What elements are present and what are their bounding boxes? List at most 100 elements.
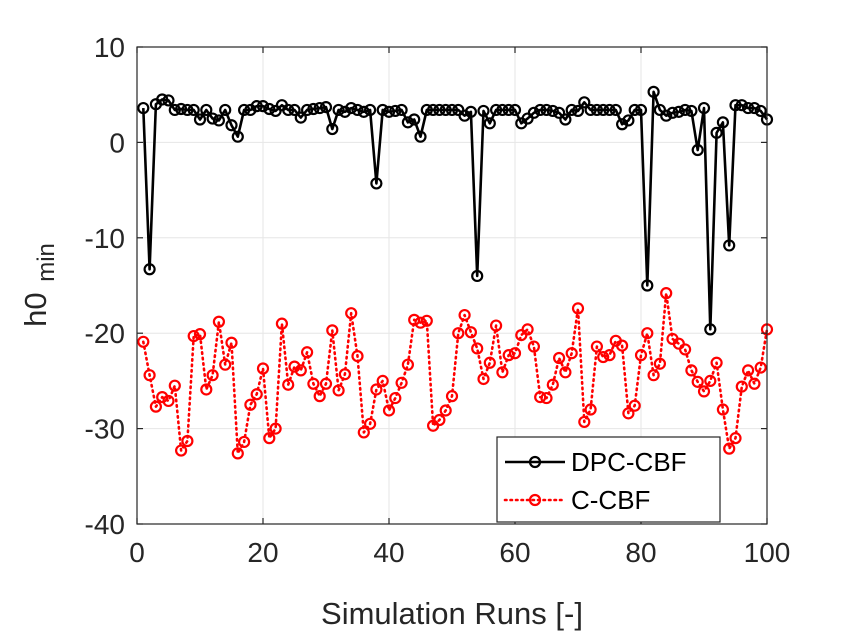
data-point xyxy=(294,364,307,377)
data-point xyxy=(527,340,541,353)
data-point xyxy=(376,374,389,387)
data-point xyxy=(609,103,622,117)
data-point xyxy=(458,308,471,322)
svg-text:h0 min: h0 min xyxy=(18,243,60,327)
data-point xyxy=(678,343,692,356)
data-point xyxy=(634,103,648,117)
data-point xyxy=(628,103,641,117)
data-point xyxy=(313,101,326,115)
legend: DPC-CBF C-CBF xyxy=(496,436,721,523)
data-point xyxy=(445,390,459,403)
data-point xyxy=(307,377,320,390)
data-point xyxy=(351,103,364,117)
data-point xyxy=(716,403,730,416)
data-point xyxy=(345,101,358,115)
y-axis-label-subscript: min xyxy=(33,243,60,282)
data-point xyxy=(294,111,307,124)
data-point xyxy=(666,106,679,119)
data-point xyxy=(250,100,263,113)
data-point xyxy=(647,85,660,98)
data-point xyxy=(238,435,251,449)
y-tick-label: -10 xyxy=(85,223,125,254)
data-point xyxy=(143,263,156,276)
data-point xyxy=(748,377,761,390)
data-point xyxy=(647,369,660,382)
data-point xyxy=(571,302,585,315)
data-point xyxy=(540,391,553,405)
data-point xyxy=(376,103,389,117)
data-point xyxy=(590,103,604,117)
data-point xyxy=(212,114,225,127)
data-point xyxy=(565,103,578,117)
x-tick-label: 60 xyxy=(499,537,530,568)
data-point xyxy=(433,103,446,117)
data-point xyxy=(578,96,591,109)
data-point xyxy=(597,103,610,117)
data-point xyxy=(552,106,566,119)
data-point xyxy=(427,103,440,117)
data-point xyxy=(590,340,604,353)
data-point xyxy=(729,432,742,445)
x-tick-label: 40 xyxy=(373,537,404,568)
data-point xyxy=(748,101,761,115)
data-point xyxy=(641,279,654,292)
data-point xyxy=(319,100,333,114)
data-point xyxy=(471,342,484,355)
data-point xyxy=(326,324,339,337)
data-point xyxy=(231,130,244,143)
x-tick-label: 0 xyxy=(129,537,145,568)
data-point xyxy=(238,103,251,117)
data-point xyxy=(603,349,616,362)
data-point xyxy=(546,104,559,118)
data-point xyxy=(735,380,748,393)
data-point xyxy=(244,398,257,411)
data-point xyxy=(250,388,263,401)
data-point xyxy=(175,444,188,457)
data-point xyxy=(615,339,629,352)
data-point xyxy=(723,442,736,455)
data-point xyxy=(370,177,383,190)
data-point xyxy=(345,307,358,320)
y-axis-label: h0 min xyxy=(18,243,60,327)
data-point xyxy=(729,99,742,112)
data-point xyxy=(395,103,408,117)
data-point xyxy=(137,101,150,115)
data-point xyxy=(219,103,232,117)
data-point xyxy=(395,376,408,389)
data-point xyxy=(256,100,270,113)
data-point xyxy=(288,103,301,117)
data-point xyxy=(193,113,207,126)
data-point xyxy=(490,319,503,332)
data-point xyxy=(256,362,270,375)
data-point xyxy=(584,403,597,416)
data-point xyxy=(754,104,767,118)
data-point xyxy=(464,105,477,118)
data-point xyxy=(200,103,213,117)
data-point xyxy=(225,336,238,349)
data-point xyxy=(490,103,503,117)
axes-box xyxy=(136,46,768,525)
data-point xyxy=(439,103,452,117)
data-point xyxy=(408,313,421,326)
data-point xyxy=(370,383,383,396)
data-point xyxy=(716,116,730,129)
data-point xyxy=(477,372,490,386)
y-tick-label: -40 xyxy=(85,509,125,540)
data-point xyxy=(571,104,585,118)
series-layer xyxy=(137,85,774,460)
data-point xyxy=(326,122,339,136)
data-point xyxy=(641,327,654,340)
data-point xyxy=(552,351,566,365)
data-point xyxy=(628,399,641,412)
data-point xyxy=(382,404,396,417)
data-point xyxy=(263,432,276,445)
y-axis-label-main: h0 xyxy=(18,292,53,326)
data-point xyxy=(433,413,446,427)
data-point xyxy=(445,103,459,117)
data-point xyxy=(401,358,414,371)
data-point xyxy=(710,126,723,139)
data-point xyxy=(634,349,648,362)
data-point xyxy=(313,390,326,403)
data-point xyxy=(332,103,345,117)
